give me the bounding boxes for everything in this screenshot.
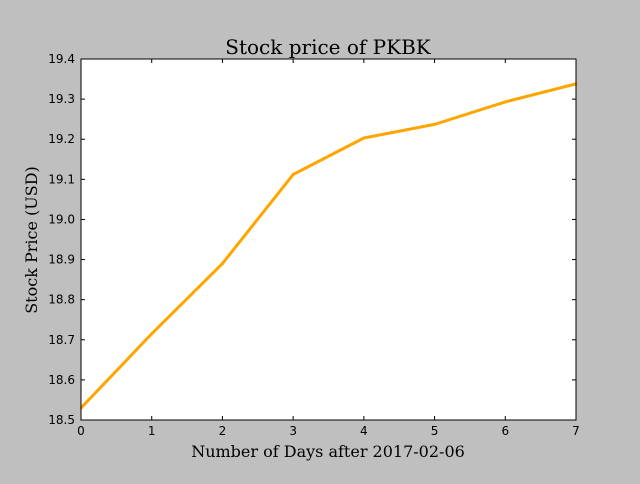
x-tick-label: 1 — [148, 424, 156, 438]
x-tick-label: 7 — [572, 424, 580, 438]
data-point — [291, 173, 295, 177]
series-line — [79, 82, 577, 410]
y-tick-label: 19.4 — [48, 52, 75, 66]
x-tick-label: 4 — [360, 424, 368, 438]
x-tick-label: 6 — [501, 424, 509, 438]
y-tick-label: 18.5 — [48, 413, 75, 427]
axis-ticks: 0 1 2 3 4 5 6 7 18.5 18.6 18.7 18.8 18.9 19.0 19.1 19.2… — [48, 52, 580, 438]
x-tick-label: 0 — [77, 424, 85, 438]
x-tick-label: 5 — [431, 424, 439, 438]
x-tick-label: 3 — [289, 424, 297, 438]
y-tick-label: 18.6 — [48, 373, 75, 387]
data-point — [220, 262, 224, 266]
y-tick-label: 19.2 — [48, 132, 75, 146]
data-point — [150, 332, 154, 336]
y-tick-label: 18.8 — [48, 293, 75, 307]
x-tick-label: 2 — [219, 424, 227, 438]
data-point — [362, 136, 366, 140]
y-tick-label: 18.7 — [48, 333, 75, 347]
y-tick-label: 19.1 — [48, 172, 75, 186]
data-point — [503, 100, 507, 104]
y-axis-title: Stock Price (USD) — [22, 166, 41, 314]
chart-title: Stock price of PKBK — [225, 35, 432, 59]
y-tick-label: 18.9 — [48, 253, 75, 267]
plot-area — [81, 59, 576, 420]
x-axis-title: Number of Days after 2017-02-06 — [191, 442, 465, 461]
y-tick-label: 19.0 — [48, 212, 75, 226]
y-tick-label: 19.3 — [48, 92, 75, 106]
data-point — [433, 122, 437, 126]
plot-frame — [80, 58, 577, 421]
